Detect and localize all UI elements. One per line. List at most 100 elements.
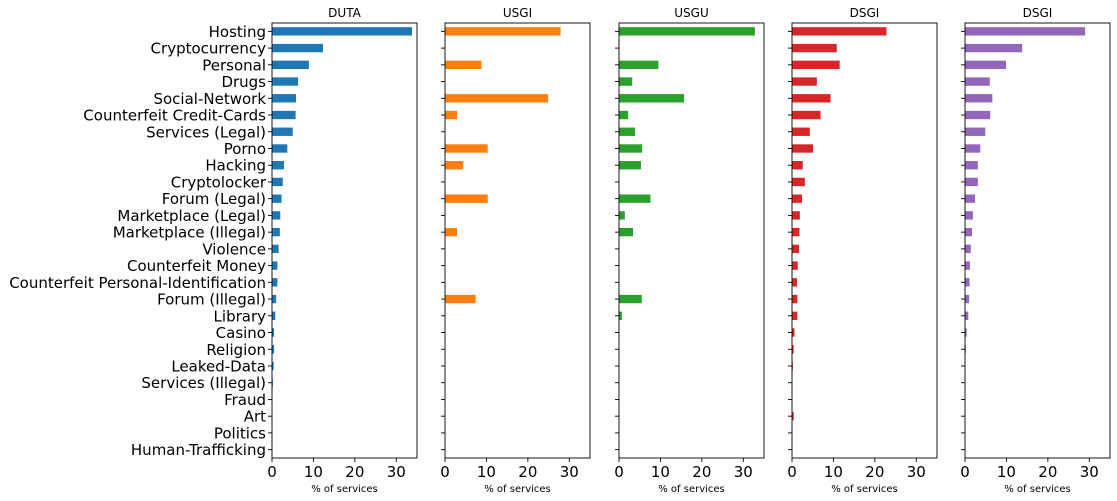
bar <box>272 227 280 237</box>
panel-title: DUTA <box>328 6 361 20</box>
bar <box>792 244 800 254</box>
bar <box>445 94 549 103</box>
category-label: Counterfeit Personal-Identification <box>9 274 266 292</box>
bar <box>619 27 755 36</box>
bar <box>272 311 276 320</box>
bar <box>272 110 296 120</box>
panel-5: 0 10 20 30 DSGI % of services <box>960 6 1111 495</box>
category-label: Politics <box>214 424 266 442</box>
bar <box>792 278 797 287</box>
category-label: Social-Network <box>153 90 266 108</box>
category-label: Porno <box>224 140 266 158</box>
bar <box>792 110 821 120</box>
bar <box>272 27 413 36</box>
category-label: Marketplace (Illegal) <box>113 224 266 242</box>
category-label: Counterfeit Money <box>127 257 266 275</box>
bar <box>965 144 981 153</box>
bar <box>272 94 297 103</box>
bar <box>792 311 798 320</box>
x-tick-label: 0 <box>960 463 970 481</box>
panel-3: 0 10 20 30 USGU % of services <box>614 6 765 495</box>
bar <box>792 144 814 153</box>
category-label: Personal <box>202 56 266 74</box>
bar <box>792 345 794 354</box>
bar <box>965 110 991 120</box>
bar <box>792 60 840 70</box>
bar <box>965 211 973 220</box>
bar <box>792 411 794 421</box>
x-tick-label: 30 <box>560 463 579 481</box>
panel-title: DSGI <box>1023 6 1053 20</box>
category-label: Violence <box>202 240 266 258</box>
x-tick-label: 20 <box>345 463 364 481</box>
x-tick-label: 30 <box>734 463 753 481</box>
x-tick-label: 20 <box>692 463 711 481</box>
category-label: Human-Trafficking <box>131 441 266 459</box>
bar <box>272 278 278 287</box>
category-label: Fraud <box>224 391 266 409</box>
x-tick-label: 0 <box>267 463 277 481</box>
bar <box>619 194 651 203</box>
bar <box>445 110 458 120</box>
x-tick-label: 30 <box>387 463 406 481</box>
bar <box>965 278 970 287</box>
bar <box>965 127 986 136</box>
bar <box>619 311 622 320</box>
bar <box>272 161 285 170</box>
x-tick-label: 30 <box>907 463 926 481</box>
bar <box>272 144 288 153</box>
bar <box>445 60 482 70</box>
bar <box>619 294 642 304</box>
bar <box>619 211 625 220</box>
bar <box>445 161 464 170</box>
bar <box>965 94 993 103</box>
bar <box>272 244 279 254</box>
bar <box>272 127 293 136</box>
bar <box>792 227 800 237</box>
bar <box>965 244 971 254</box>
bar <box>619 127 636 136</box>
category-label: Hacking <box>205 157 266 175</box>
bar <box>272 294 277 304</box>
category-label: Services (Illegal) <box>141 374 266 392</box>
bar <box>792 211 800 220</box>
bar <box>792 127 810 136</box>
bar <box>792 177 805 187</box>
bar <box>445 27 561 36</box>
bar <box>965 60 1007 70</box>
bar <box>272 60 309 70</box>
bar <box>272 77 299 86</box>
x-axis-label: % of services <box>1004 484 1071 495</box>
bar <box>965 177 978 187</box>
panel-title: USGU <box>674 6 708 20</box>
bar <box>619 77 633 86</box>
panel-title: USGI <box>503 6 532 20</box>
x-tick-label: 10 <box>651 463 670 481</box>
x-tick-label: 10 <box>304 463 323 481</box>
x-tick-label: 20 <box>865 463 884 481</box>
bar <box>445 227 458 237</box>
panel-2: 0 10 20 30 USGI % of services <box>440 6 591 495</box>
x-tick-label: 20 <box>518 463 537 481</box>
x-tick-label: 0 <box>614 463 624 481</box>
bar <box>619 94 685 103</box>
x-tick-label: 0 <box>440 463 450 481</box>
category-label: Services (Legal) <box>146 123 266 141</box>
x-tick-label: 10 <box>997 463 1016 481</box>
bar <box>272 361 274 371</box>
bar <box>619 161 641 170</box>
category-label: Marketplace (Legal) <box>117 207 266 225</box>
bar <box>965 43 1023 53</box>
bar <box>965 261 970 270</box>
category-label: Counterfeit Credit-Cards <box>83 107 266 125</box>
bar <box>965 311 969 320</box>
x-tick-label: 10 <box>824 463 843 481</box>
bar <box>792 294 798 304</box>
plot-frame <box>964 22 1111 459</box>
x-tick-label: 30 <box>1080 463 1099 481</box>
bar <box>445 194 488 203</box>
category-label: Religion <box>206 341 266 359</box>
bar <box>445 144 488 153</box>
bar <box>965 294 970 304</box>
